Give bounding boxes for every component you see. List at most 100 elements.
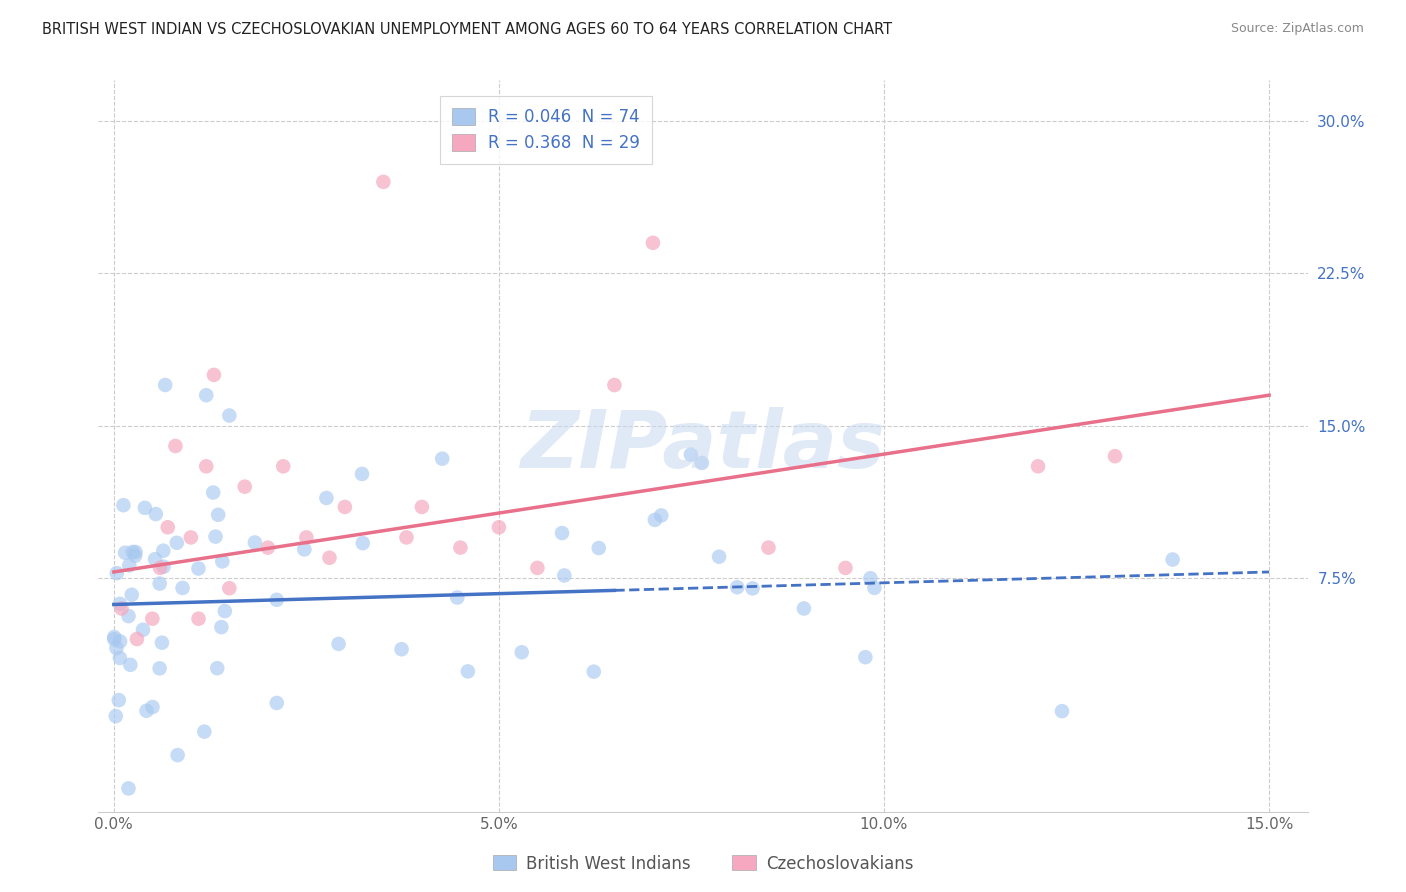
- Text: BRITISH WEST INDIAN VS CZECHOSLOVAKIAN UNEMPLOYMENT AMONG AGES 60 TO 64 YEARS CO: BRITISH WEST INDIAN VS CZECHOSLOVAKIAN U…: [42, 22, 893, 37]
- Point: [187, 612, 209, 626]
- Point: [741, 582, 763, 596]
- Point: [110, 601, 132, 615]
- Point: [152, 543, 174, 558]
- Point: [553, 568, 575, 582]
- Point: [207, 508, 229, 522]
- Point: [156, 520, 179, 534]
- Point: [352, 536, 374, 550]
- Point: [152, 559, 174, 574]
- Point: [202, 485, 225, 500]
- Point: [510, 645, 533, 659]
- Point: [603, 378, 626, 392]
- Text: Source: ZipAtlas.com: Source: ZipAtlas.com: [1230, 22, 1364, 36]
- Point: [107, 693, 129, 707]
- Point: [108, 651, 131, 665]
- Point: [207, 661, 229, 675]
- Point: [582, 665, 605, 679]
- Point: [195, 388, 218, 402]
- Point: [449, 541, 471, 555]
- Point: [149, 661, 172, 675]
- Point: [108, 634, 131, 648]
- Point: [165, 439, 187, 453]
- Point: [134, 500, 156, 515]
- Point: [679, 448, 702, 462]
- Point: [641, 235, 664, 250]
- Point: [292, 542, 315, 557]
- Point: [863, 581, 886, 595]
- Point: [105, 566, 128, 581]
- Point: [135, 704, 157, 718]
- Point: [141, 700, 163, 714]
- Point: [318, 550, 340, 565]
- Point: [193, 724, 215, 739]
- Point: [411, 500, 433, 514]
- Point: [145, 507, 167, 521]
- Point: [142, 824, 165, 838]
- Point: [118, 558, 141, 573]
- Point: [204, 530, 226, 544]
- Legend: R = 0.046  N = 74, R = 0.368  N = 29: R = 0.046 N = 74, R = 0.368 N = 29: [440, 96, 652, 164]
- Point: [526, 561, 548, 575]
- Point: [690, 456, 713, 470]
- Point: [141, 612, 163, 626]
- Point: [149, 576, 172, 591]
- Point: [488, 520, 510, 534]
- Point: [725, 580, 748, 594]
- Point: [104, 709, 127, 723]
- Point: [588, 541, 610, 555]
- Point: [650, 508, 672, 523]
- Point: [266, 592, 288, 607]
- Point: [132, 623, 155, 637]
- Point: [150, 635, 173, 649]
- Point: [125, 632, 148, 646]
- Point: [644, 513, 666, 527]
- Text: ZIPatlas: ZIPatlas: [520, 407, 886, 485]
- Point: [166, 536, 188, 550]
- Point: [243, 535, 266, 549]
- Legend: British West Indians, Czechoslovakians: British West Indians, Czechoslovakians: [486, 848, 920, 880]
- Point: [1161, 552, 1184, 566]
- Point: [117, 609, 139, 624]
- Point: [1104, 449, 1126, 463]
- Point: [214, 604, 236, 618]
- Point: [315, 491, 337, 505]
- Point: [187, 561, 209, 575]
- Point: [166, 748, 188, 763]
- Point: [432, 451, 454, 466]
- Point: [153, 378, 176, 392]
- Point: [391, 642, 413, 657]
- Point: [202, 368, 225, 382]
- Point: [395, 530, 418, 544]
- Point: [859, 571, 882, 585]
- Point: [108, 597, 131, 611]
- Point: [257, 541, 280, 555]
- Point: [114, 546, 136, 560]
- Point: [121, 588, 143, 602]
- Point: [233, 480, 256, 494]
- Point: [350, 467, 373, 481]
- Point: [758, 541, 780, 555]
- Point: [103, 632, 125, 647]
- Point: [295, 530, 318, 544]
- Point: [271, 459, 294, 474]
- Point: [211, 554, 233, 568]
- Point: [218, 409, 240, 423]
- Point: [209, 620, 232, 634]
- Point: [121, 545, 143, 559]
- Point: [180, 530, 202, 544]
- Point: [1050, 704, 1073, 718]
- Point: [195, 459, 218, 474]
- Point: [124, 545, 146, 559]
- Point: [124, 549, 146, 563]
- Point: [105, 641, 128, 656]
- Point: [117, 781, 139, 796]
- Point: [853, 650, 876, 665]
- Point: [707, 549, 730, 564]
- Point: [120, 657, 142, 672]
- Point: [328, 637, 350, 651]
- Point: [333, 500, 356, 514]
- Point: [793, 601, 815, 615]
- Point: [218, 581, 240, 595]
- Point: [1026, 459, 1049, 474]
- Point: [834, 561, 856, 575]
